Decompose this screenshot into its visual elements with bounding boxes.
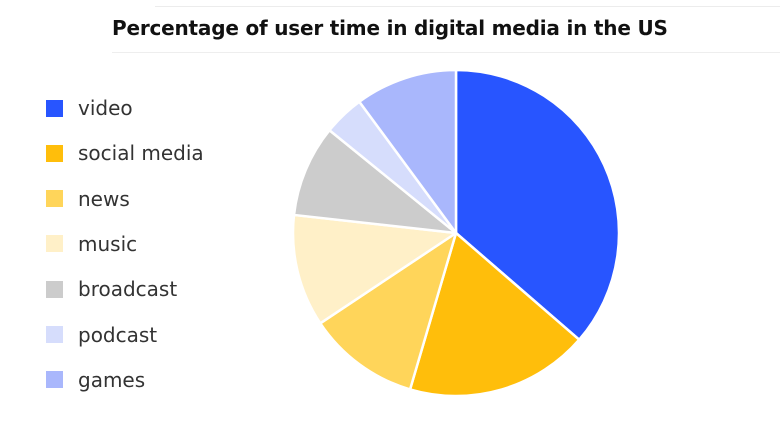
legend-swatch [46,280,63,298]
legend-label: video [78,96,133,120]
pie-slice-social-media [408,231,581,398]
top-divider [155,6,780,7]
legend-item-games: games [46,365,145,395]
legend-swatch [46,235,63,253]
legend-swatch [46,326,63,343]
pie-slice-music [291,213,458,325]
legend-item-podcast: podcast [46,320,157,350]
pie-slice-video [454,68,621,341]
legend-item-broadcast: broadcast [46,274,177,304]
legend-label: news [78,186,130,211]
legend-item-social-media: social media [46,138,204,168]
chart-title: Percentage of user time in digital media… [112,16,668,40]
legend-label: broadcast [78,277,178,302]
legend-swatch [46,144,63,162]
pie-slice-broadcast [292,128,458,235]
pie-slice-news [319,231,458,391]
legend-swatch [46,371,63,389]
legend-label: social media [78,141,204,166]
legend-item-video: video [46,93,133,123]
legend-label: podcast [78,322,158,347]
title-band: Percentage of user time in digital media… [112,16,780,53]
legend-item-music: music [46,229,137,259]
legend-swatch [46,190,63,208]
legend-swatch [46,99,63,117]
legend-label: games [78,367,146,392]
legend-label: music [78,231,138,256]
legend-item-news: news [46,184,130,214]
pie-slice-games [358,68,458,235]
